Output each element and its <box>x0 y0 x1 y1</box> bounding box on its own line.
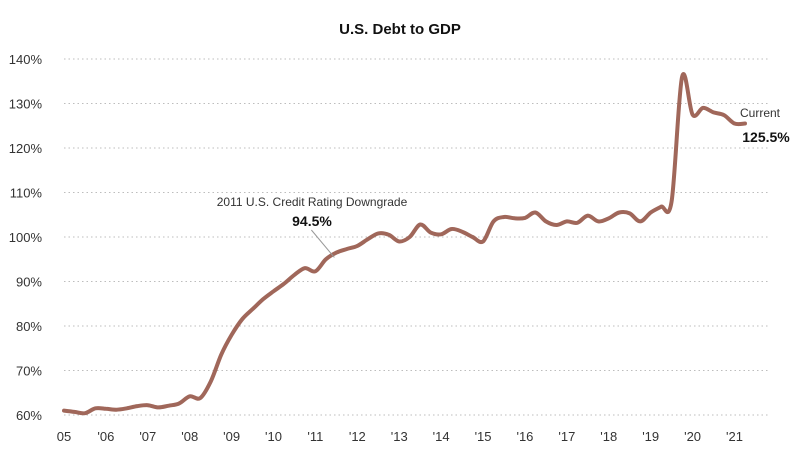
x-tick-label-2013: '13 <box>391 429 408 444</box>
y-tick-label-120: 120% <box>9 141 43 156</box>
y-tick-label-110: 110% <box>10 186 43 201</box>
y-tick-label-60: 60% <box>16 408 42 423</box>
annotation-leader-line <box>310 229 335 258</box>
x-tick-label-2006: '06 <box>97 429 114 444</box>
x-tick-label-2012: '12 <box>349 429 366 444</box>
annotation-current-value: 125.5% <box>742 129 790 145</box>
x-tick-label-2021: '21 <box>726 429 743 444</box>
x-tick-label-2005: 05 <box>57 429 71 444</box>
series-group <box>62 72 747 416</box>
x-tick-label-2019: '19 <box>642 429 659 444</box>
annotation-current-label: Current <box>740 106 781 120</box>
x-tick-label-2015: '15 <box>475 429 492 444</box>
x-tick-label-2011: '11 <box>307 429 323 444</box>
y-tick-label-100: 100% <box>9 230 43 245</box>
x-tick-label-2014: '14 <box>433 429 450 444</box>
y-tick-label-140: 140% <box>9 52 43 67</box>
annotation-downgrade-value: 94.5% <box>292 213 332 229</box>
annotations: 2011 U.S. Credit Rating Downgrade 94.5% Cu… <box>217 106 790 258</box>
x-axis-tick-labels: 05 '06 '07 '08 '09 '10 '11 '12 '13 '14 '15 '16 '17 '1… <box>57 429 743 444</box>
y-tick-label-80: 80% <box>16 319 42 334</box>
y-axis-tick-labels: 60% 70% 80% 90% 100% 110% 120% 130% 140% <box>9 52 43 423</box>
x-tick-label-2009: '09 <box>223 429 240 444</box>
x-tick-label-2007: '07 <box>139 429 156 444</box>
y-tick-label-90: 90% <box>16 275 42 290</box>
grid-lines <box>64 58 768 416</box>
x-tick-label-2017: '17 <box>558 429 575 444</box>
annotation-downgrade-label: 2011 U.S. Credit Rating Downgrade <box>217 195 408 209</box>
y-tick-label-130: 130% <box>9 97 43 112</box>
x-tick-label-2008: '08 <box>181 429 198 444</box>
x-tick-label-2018: '18 <box>600 429 617 444</box>
series-line-0 <box>62 72 747 416</box>
x-tick-label-2010: '10 <box>265 429 282 444</box>
y-tick-label-70: 70% <box>16 364 42 379</box>
chart-title: U.S. Debt to GDP <box>339 21 461 38</box>
x-tick-label-2016: '16 <box>516 429 533 444</box>
x-tick-label-2020: '20 <box>684 429 701 444</box>
